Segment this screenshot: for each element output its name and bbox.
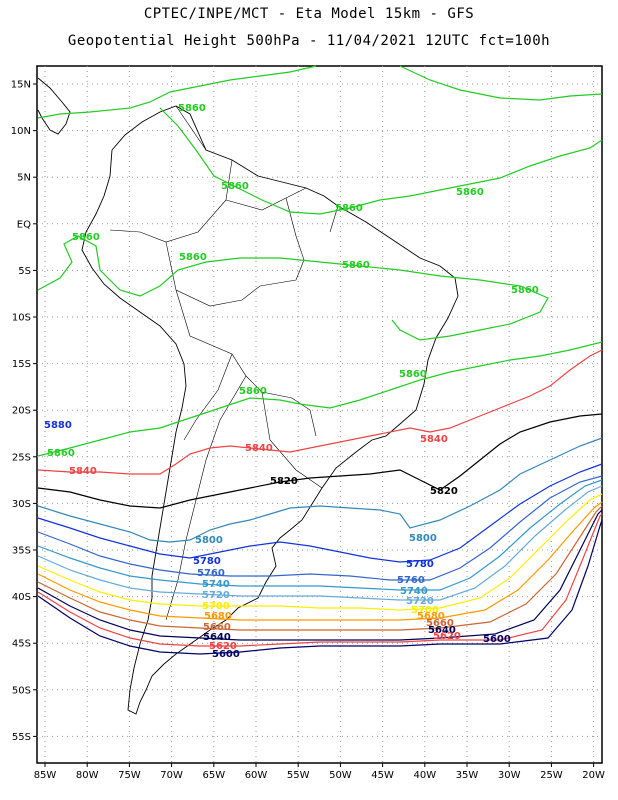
contours	[37, 65, 603, 655]
lat-tick-label: EQ	[17, 219, 31, 230]
contour-label: 5700	[411, 605, 439, 616]
contour-label: 5600	[212, 649, 240, 660]
lat-tick-label: 35S	[12, 546, 31, 557]
contour-label: 5860	[342, 260, 370, 271]
contour-5660	[37, 505, 603, 631]
contour-5720	[37, 485, 603, 601]
contour-5680	[37, 501, 603, 621]
contour-label: 5660	[203, 622, 231, 633]
contour-labels: 5860 5860 5860 5860 5860 5860 5860 5860 …	[44, 103, 539, 660]
contour-label: 5860	[221, 181, 249, 192]
contour-label: 5760	[197, 568, 225, 579]
contour-label: 5620	[209, 641, 237, 652]
contour-label: 5860	[179, 252, 207, 263]
lon-tick-label: 25W	[540, 770, 563, 781]
lon-tick-label: 35W	[456, 770, 479, 781]
contour-label: 5760	[397, 575, 425, 586]
lat-tick-label: 55S	[12, 732, 31, 743]
lat-tick-label: 5S	[18, 266, 31, 277]
contour-label: 5600	[483, 634, 511, 645]
contour-label: 5700	[202, 601, 230, 612]
contour-label: 5840	[420, 434, 448, 445]
contour-label: 5680	[417, 611, 445, 622]
latitude-ticks: 15N 10N 5N EQ 5S 10S 15S 20S 25S 30S 35S 40S 45S 50S 5…	[11, 80, 37, 743]
contour-5820	[37, 413, 603, 509]
map-title-line-1: CPTEC/INPE/MCT - Eta Model 15km - GFS	[143, 6, 475, 22]
lat-tick-label: 10N	[11, 126, 31, 137]
contour-label: 5860	[72, 232, 100, 243]
map-title-line-2: Geopotential Height 500hPa - 11/04/2021 …	[67, 33, 551, 49]
lon-tick-label: 65W	[202, 770, 225, 781]
contour-label: 5840	[245, 443, 273, 454]
contour-label: 5740	[202, 579, 230, 590]
contour-5860-south	[37, 341, 603, 457]
contour-label: 5660	[426, 618, 454, 629]
lat-tick-label: 10S	[12, 313, 31, 324]
contour-label: 5780	[406, 559, 434, 570]
country-borders	[109, 105, 339, 621]
contour-label: 5840	[69, 466, 97, 477]
lon-tick-label: 80W	[76, 770, 99, 781]
contour-label: 5820	[270, 476, 298, 487]
contour-label: 5640	[203, 632, 231, 643]
lon-tick-label: 70W	[160, 770, 183, 781]
contour-5860-caribbean	[399, 65, 603, 101]
lat-tick-label: 25S	[12, 452, 31, 463]
central-america-coast	[37, 77, 71, 135]
contour-5860-equatorial	[37, 235, 549, 341]
lon-tick-label: 85W	[34, 770, 57, 781]
lon-tick-label: 60W	[245, 770, 268, 781]
contour-5860-amazon	[159, 107, 603, 215]
longitude-ticks: 85W 80W 75W 70W 65W 60W 55W 50W 45W 40W 35W 30W 25W 2…	[34, 763, 605, 781]
lat-tick-label: 30S	[12, 499, 31, 510]
lon-tick-label: 45W	[371, 770, 394, 781]
lat-tick-label: 40S	[12, 592, 31, 603]
contour-5700	[37, 493, 603, 611]
contour-5800	[37, 437, 603, 543]
contour-5840	[37, 349, 603, 475]
lon-tick-label: 75W	[118, 770, 141, 781]
contour-5860-north	[37, 65, 317, 119]
contour-label: 5860	[239, 386, 267, 397]
contour-5620	[37, 513, 603, 647]
lat-tick-label: 20S	[12, 406, 31, 417]
contour-label: 5820	[430, 486, 458, 497]
contour-label: 5860	[178, 103, 206, 114]
contour-label: 5720	[406, 596, 434, 607]
lat-tick-label: 50S	[12, 685, 31, 696]
contour-5760	[37, 475, 603, 581]
contour-label: 5860	[456, 187, 484, 198]
coastlines	[37, 77, 459, 715]
contour-label: 5800	[195, 535, 223, 546]
lat-tick-label: 15S	[12, 359, 31, 370]
contour-label: 5780	[193, 556, 221, 567]
contour-label: 5640	[428, 625, 456, 636]
contour-5780	[37, 463, 603, 563]
contour-5640	[37, 509, 603, 641]
lat-tick-label: 45S	[12, 639, 31, 650]
contour-5600	[37, 519, 603, 655]
lat-lon-grid	[37, 66, 602, 763]
contour-label: 5860	[335, 203, 363, 214]
lon-tick-label: 50W	[329, 770, 352, 781]
contour-label: 5740	[400, 586, 428, 597]
lon-tick-label: 55W	[287, 770, 310, 781]
contour-label: 5860	[399, 369, 427, 380]
contour-5740	[37, 479, 603, 591]
contour-label: 5620	[433, 631, 461, 642]
contour-label: 5800	[409, 533, 437, 544]
lon-tick-label: 20W	[582, 770, 605, 781]
lat-tick-label: 5N	[17, 173, 31, 184]
contour-label: 5680	[204, 611, 232, 622]
contour-label: 5860	[47, 448, 75, 459]
lat-tick-label: 15N	[11, 80, 31, 91]
contour-label: 5880	[44, 420, 72, 431]
lon-tick-label: 30W	[498, 770, 521, 781]
contour-label: 5720	[202, 590, 230, 601]
lon-tick-label: 40W	[413, 770, 436, 781]
contour-label: 5860	[511, 285, 539, 296]
